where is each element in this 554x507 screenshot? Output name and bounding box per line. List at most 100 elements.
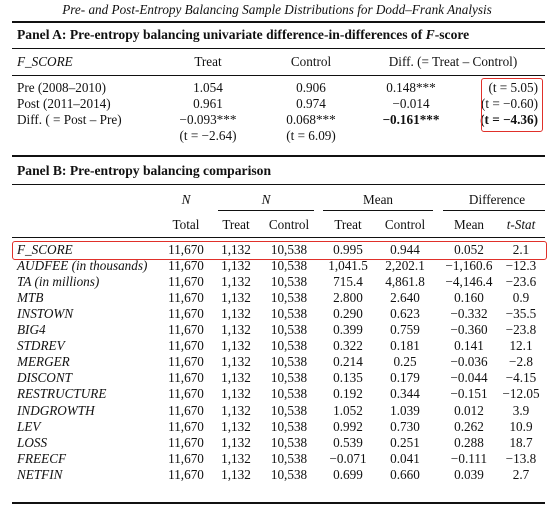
table-cell: 10.9 <box>509 419 533 434</box>
table-row-label: BIG4 <box>17 322 46 337</box>
panel-a-title-prefix: Panel A: Pre-entropy balancing univariat… <box>17 27 426 42</box>
table-cell: −4.15 <box>505 370 537 385</box>
table-cell: 1,132 <box>221 354 251 369</box>
panel-a-header-diff: Diff. (= Treat – Control) <box>388 54 518 69</box>
table-cell: 0.039 <box>454 467 484 482</box>
table-cell: 1.052 <box>333 403 363 418</box>
table-cell: 10,538 <box>270 290 308 305</box>
table-cell: 10,538 <box>270 435 308 450</box>
panel-b-header-rule <box>12 237 545 238</box>
panel-a-header-var: F_SCORE <box>17 54 73 69</box>
table-row-label: LEV <box>17 419 41 434</box>
panel-b-group-n: N <box>261 192 271 207</box>
panel-a-cell: 0.148*** <box>386 80 436 95</box>
panel-a-cell: 0.906 <box>296 80 326 95</box>
panel-b-group-difference: Difference <box>468 192 526 207</box>
table-cell: 11,670 <box>168 242 204 257</box>
table-cell: 0.730 <box>390 419 420 434</box>
table-cell: 0.012 <box>454 403 484 418</box>
table-cell: 0.288 <box>454 435 484 450</box>
table-row-label: F_SCORE <box>17 242 73 257</box>
panel-b-title: Panel B: Pre-entropy balancing compariso… <box>17 163 271 178</box>
table-cell: 1,132 <box>221 306 251 321</box>
table-cell: 3.9 <box>512 403 530 418</box>
table-cell: 11,670 <box>168 435 204 450</box>
table-cell: −0.151 <box>450 386 488 401</box>
table-cell: 715.4 <box>333 274 363 289</box>
table-cell: 0.944 <box>390 242 420 257</box>
table-row-label: NETFIN <box>17 467 63 482</box>
table-cell: 0.262 <box>454 419 484 434</box>
panel-a-tstat: (t = −2.64) <box>179 128 237 143</box>
table-cell: 0.181 <box>390 338 420 353</box>
table-cell: 0.160 <box>454 290 484 305</box>
table-row-label: TA (in millions) <box>17 274 100 289</box>
table-cell: 10,538 <box>270 306 308 321</box>
table-cell: 10,538 <box>270 274 308 289</box>
table-row-label: MERGER <box>17 354 70 369</box>
table-cell: −0.332 <box>450 306 488 321</box>
table-cell: 1,041.5 <box>328 258 368 273</box>
table-cell: 0.135 <box>333 370 363 385</box>
table-row-label: INSTOWN <box>17 306 74 321</box>
table-cell: 11,670 <box>168 306 204 321</box>
table-cell: 10,538 <box>270 370 308 385</box>
table-cell: 1.039 <box>390 403 420 418</box>
difference-group-rule <box>443 210 545 211</box>
panel-a-cell: 0.961 <box>193 96 223 111</box>
fscore-row-highlight-box <box>12 241 547 260</box>
table-cell: 0.052 <box>454 242 484 257</box>
table-cell: 1,132 <box>221 370 251 385</box>
table-cell: −0.111 <box>450 451 488 466</box>
panel-a-cell: −0.093*** <box>179 112 237 127</box>
panel-a-header-rule <box>12 75 545 76</box>
table-cell: 0.995 <box>333 242 363 257</box>
panel-a-bottom-rule <box>12 155 545 157</box>
table-cell: 10,538 <box>270 451 308 466</box>
table-cell: 1,132 <box>221 338 251 353</box>
panel-a-row-label: Diff. ( = Post – Pre) <box>17 112 122 127</box>
panel-a-tstat: (t = −4.36) <box>480 112 538 127</box>
col-header-treat: Treat <box>222 217 250 232</box>
panel-a-tstat: (t = −0.60) <box>481 96 538 111</box>
table-cell: −12.3 <box>505 258 537 273</box>
panel-a-tstat: (t = 6.09) <box>286 128 336 143</box>
table-cell: 1,132 <box>221 419 251 434</box>
table-cell: 11,670 <box>168 258 204 273</box>
panel-a-header-control: Control <box>290 54 332 69</box>
table-cell: 11,670 <box>168 467 204 482</box>
table-row-label: RESTRUCTURE <box>17 386 107 401</box>
table-cell: 10,538 <box>270 338 308 353</box>
table-cell: 2,202.1 <box>385 258 425 273</box>
table-cell: 11,670 <box>168 322 204 337</box>
table-cell: 11,670 <box>168 290 204 305</box>
table-cell: 12.1 <box>509 338 533 353</box>
table-cell: 4,861.8 <box>385 274 425 289</box>
tstat-highlight-box <box>481 78 543 132</box>
top-rule <box>12 21 545 23</box>
table-cell: 11,670 <box>168 354 204 369</box>
table-cell: 1,132 <box>221 467 251 482</box>
table-row-label: MTB <box>17 290 44 305</box>
table-cell: 0.290 <box>333 306 363 321</box>
panel-b-group-n-total: N <box>181 192 191 207</box>
table-cell: 1,132 <box>221 258 251 273</box>
table-cell: 10,538 <box>270 242 308 257</box>
table-cell: −2.8 <box>509 354 533 369</box>
panel-a-cell: 1.054 <box>193 80 223 95</box>
table-cell: 0.992 <box>333 419 363 434</box>
panel-a-rule <box>12 48 545 49</box>
table-cell: −0.071 <box>329 451 367 466</box>
table-cell: −0.360 <box>450 322 488 337</box>
table-cell: 2.800 <box>333 290 363 305</box>
panel-a-cell: 0.068*** <box>286 112 336 127</box>
panel-b-group-mean: Mean <box>362 192 394 207</box>
table-cell: 0.9 <box>512 290 530 305</box>
table-cell: −13.8 <box>505 451 537 466</box>
table-cell: 10,538 <box>270 322 308 337</box>
table-cell: 11,670 <box>168 451 204 466</box>
table-bottom-rule <box>12 502 545 504</box>
table-cell: 0.214 <box>333 354 363 369</box>
col-header-mean-control: Control <box>384 217 426 232</box>
table-cell: 1,132 <box>221 386 251 401</box>
